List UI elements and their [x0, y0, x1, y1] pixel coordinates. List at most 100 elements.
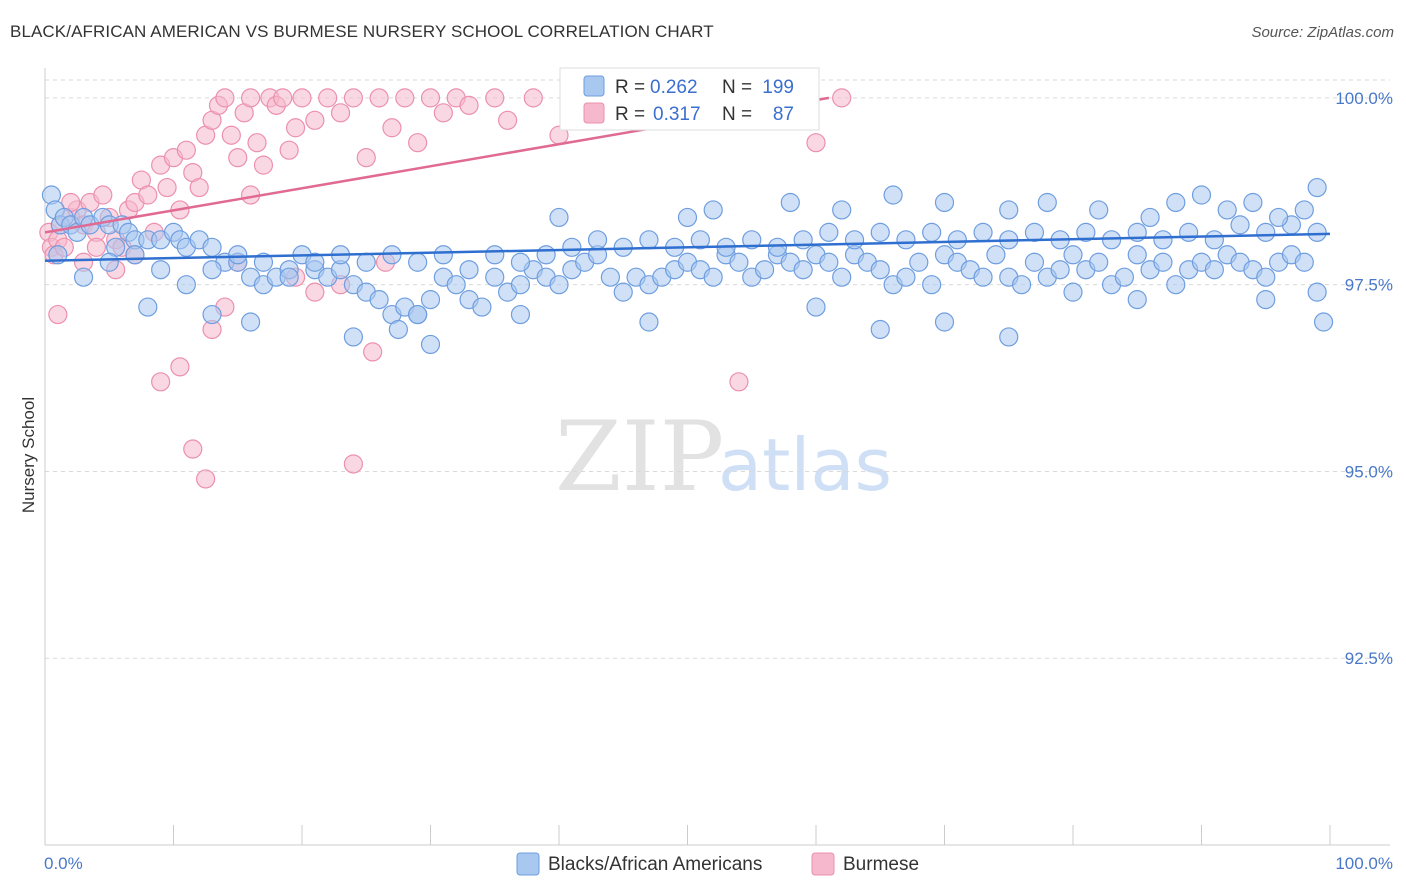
- black-point-111: [99, 252, 119, 272]
- black-point-82: [986, 245, 1006, 265]
- burmese-point-71: [151, 372, 171, 392]
- legend-swatch-blue: [583, 75, 605, 97]
- y-tick-label-1: 95.0%: [1345, 462, 1393, 481]
- burmese-point-64: [832, 88, 852, 108]
- black-point-189: [1268, 207, 1289, 228]
- black-point-164: [934, 312, 955, 332]
- y-tick-label-0: 92.5%: [1345, 649, 1393, 668]
- black-point-166: [1063, 282, 1083, 302]
- legend-n-label-1: N =: [722, 77, 752, 98]
- black-point-45: [510, 275, 531, 295]
- black-point-35: [388, 319, 408, 340]
- black-point-190: [1294, 200, 1314, 220]
- black-point-137: [767, 237, 788, 257]
- black-point-124: [433, 245, 453, 265]
- black-point-150: [1101, 230, 1122, 250]
- burmese-point-26: [189, 177, 209, 198]
- black-point-174: [549, 207, 569, 228]
- black-point-184: [1140, 207, 1160, 228]
- black-points: [41, 177, 1334, 355]
- black-point-115: [202, 260, 222, 280]
- black-point-156: [1256, 222, 1276, 242]
- burmese-point-39: [273, 88, 293, 108]
- burmese-point-21: [157, 177, 177, 198]
- black-point-62: [729, 252, 749, 272]
- black-point-178: [832, 200, 852, 220]
- burmese-point-48: [369, 88, 389, 108]
- black-point-117: [253, 252, 274, 272]
- black-point-108: [1313, 312, 1334, 332]
- black-point-149: [1076, 222, 1096, 242]
- burmese-point-85: [729, 372, 749, 392]
- burmese-point-51: [408, 133, 428, 153]
- black-point-143: [922, 222, 942, 242]
- watermark-atlas: atlas: [718, 423, 892, 507]
- black-trend-line: [44, 232, 1331, 263]
- black-point-142: [896, 230, 916, 250]
- black-point-153: [1179, 222, 1199, 242]
- black-point-152: [1153, 230, 1173, 250]
- burmese-point-68: [86, 237, 107, 257]
- burmese-point-58: [523, 88, 543, 108]
- black-point-87: [1050, 260, 1070, 280]
- black-point-154: [1204, 230, 1224, 250]
- burmese-point-47: [356, 148, 376, 168]
- black-point-159: [420, 334, 441, 355]
- burmese-point-46: [343, 88, 363, 108]
- black-point-177: [780, 192, 800, 213]
- black-point-191: [1307, 177, 1327, 198]
- black-point-139: [819, 222, 839, 242]
- black-point-136: [742, 230, 762, 250]
- black-point-70: [832, 267, 852, 287]
- burmese-point-40: [279, 140, 299, 160]
- y-tick-label-2: 97.5%: [1345, 276, 1393, 295]
- black-point-187: [1217, 200, 1237, 220]
- y-tick-labels: 92.5% 95.0% 97.5% 100.0%: [1335, 89, 1393, 668]
- black-point-127: [510, 252, 531, 272]
- black-point-20: [202, 237, 222, 257]
- burmese-point-35: [247, 133, 267, 153]
- black-point-40: [446, 275, 466, 295]
- black-point-112: [125, 245, 145, 265]
- source-label: Source: ZipAtlas.com: [1251, 24, 1394, 41]
- black-point-123: [408, 252, 428, 272]
- black-point-99: [1204, 260, 1224, 280]
- black-point-90: [1089, 252, 1109, 272]
- black-point-129: [562, 237, 582, 257]
- black-point-125: [459, 260, 479, 280]
- burmese-point-56: [485, 88, 505, 108]
- burmese-point-86: [806, 133, 826, 153]
- burmese-point-55: [459, 95, 479, 115]
- burmese-point-53: [433, 103, 453, 123]
- burmese-point-34: [241, 88, 261, 108]
- black-point-48: [549, 275, 569, 295]
- x-tick-label-max: 100.0%: [1335, 854, 1393, 873]
- black-point-43: [485, 267, 505, 287]
- burmese-point-44: [318, 88, 338, 108]
- black-point-73: [870, 260, 890, 280]
- legend-n-value-1: 199: [762, 77, 794, 98]
- black-point-171: [241, 312, 261, 332]
- black-point-121: [356, 252, 376, 272]
- black-point-107: [1307, 282, 1327, 302]
- burmese-point-43: [305, 110, 325, 130]
- series-legend-swatch-blue: [516, 852, 540, 876]
- black-point-158: [1307, 222, 1327, 242]
- black-point-145: [973, 222, 993, 242]
- legend-n-label-2: N =: [722, 104, 752, 125]
- gridlines: [45, 79, 1390, 659]
- black-point-95: [1153, 252, 1173, 272]
- burmese-point-65: [48, 304, 68, 325]
- black-point-114: [176, 275, 196, 295]
- black-point-165: [999, 327, 1019, 347]
- black-point-144: [947, 230, 967, 250]
- y-tick-label-3: 100.0%: [1335, 89, 1393, 108]
- black-point-160: [510, 304, 531, 325]
- black-point-110: [73, 267, 94, 287]
- black-point-88: [1063, 245, 1083, 265]
- black-point-119: [305, 252, 325, 272]
- black-point-67: [793, 260, 813, 280]
- burmese-point-24: [176, 140, 196, 160]
- burmese-point-57: [498, 110, 518, 130]
